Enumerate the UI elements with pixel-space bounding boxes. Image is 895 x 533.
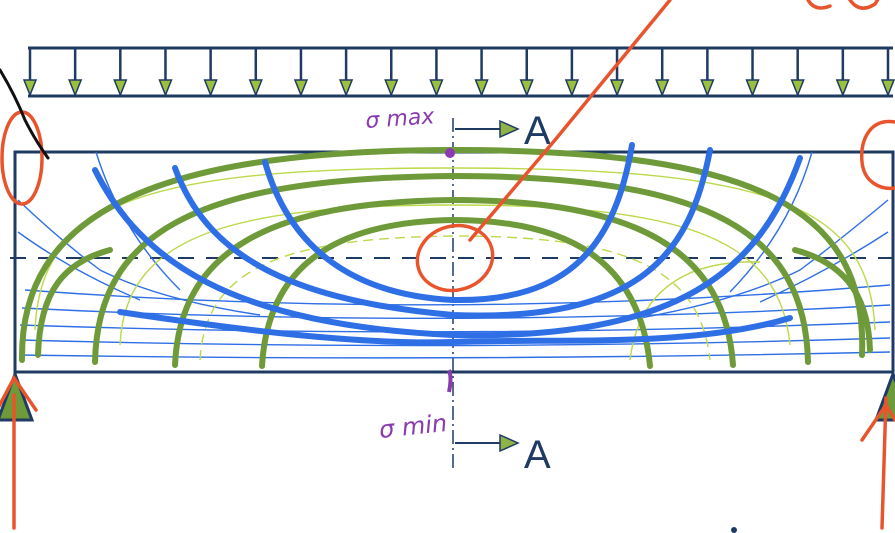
- compression-arch-2: [92, 172, 811, 365]
- thin-blue-left-2: [95, 151, 181, 291]
- right-reaction-arrowhead-icon: [860, 401, 895, 442]
- load-arrow-head-icon: [880, 79, 895, 98]
- black-stray-stroke: [0, 68, 50, 160]
- section-label-bottom: A: [524, 433, 551, 477]
- tension-curve-2: [172, 147, 713, 319]
- load-arrow-head-icon: [474, 79, 489, 98]
- distributed-load: [22, 46, 895, 98]
- load-arrow-head-icon: [22, 79, 38, 98]
- thin-blue-bottom-5: [24, 284, 891, 306]
- stray-dot: [731, 527, 737, 533]
- right-reaction-arrow: [880, 396, 888, 530]
- thin-green-arch-2: [119, 204, 791, 346]
- sigma-min-point: [447, 369, 453, 393]
- section-marker-bottom: A: [455, 433, 551, 477]
- load-arrow-head-icon: [700, 79, 715, 98]
- thin-blue-bottom-2: [19, 337, 891, 347]
- section-label-top: A: [524, 109, 551, 153]
- sigma-min-label: σ min: [378, 409, 449, 444]
- tension-trajectories: [92, 142, 803, 346]
- load-arrows: [22, 48, 895, 98]
- center-pointer-line: [468, 0, 672, 242]
- load-arrow-head-icon: [429, 79, 444, 98]
- tension-curve-1: [92, 155, 803, 339]
- sigma-max-label: σ max: [365, 104, 436, 134]
- right-corner-circle: [860, 119, 895, 191]
- load-arrow-head-icon: [609, 79, 625, 98]
- compression-inner-right-1: [792, 247, 873, 353]
- left-reaction-arrowhead-icon: [0, 374, 38, 412]
- load-arrow-head-icon: [564, 79, 580, 98]
- sigma-max-point: [445, 148, 455, 158]
- thin-blue-right-1: [639, 199, 889, 319]
- load-arrow-head-icon: [293, 79, 309, 98]
- load-arrow-head-icon: [384, 79, 399, 98]
- load-arrow-head-icon: [158, 79, 173, 98]
- compression-inner-left-1: [35, 247, 113, 358]
- load-arrow-head-icon: [519, 79, 534, 98]
- tension-bottom-wave: [117, 309, 793, 346]
- load-arrow-head-icon: [745, 79, 760, 98]
- left-corner-circle: [0, 110, 44, 206]
- load-arrow-head-icon: [68, 79, 83, 98]
- section-arrow-bottom-icon: [499, 433, 520, 453]
- load-arrow-head-icon: [113, 79, 128, 98]
- thin-blue-right-2: [729, 151, 813, 293]
- compression-arch-3: [172, 196, 736, 368]
- thin-trajectories: [17, 151, 891, 361]
- center-highlight-circle: [415, 223, 495, 293]
- thin-blue-left-1: [17, 199, 261, 316]
- section-marker-top: A: [455, 109, 551, 153]
- load-arrow-head-icon: [655, 79, 670, 98]
- load-arrow-head-icon: [790, 79, 805, 98]
- load-arrow-head-icon: [835, 79, 850, 98]
- load-arrow-head-icon: [248, 79, 263, 98]
- thin-green-arch-3: [199, 235, 711, 361]
- load-arrow-head-icon: [338, 79, 354, 98]
- tension-curve-3: [262, 142, 635, 304]
- top-right-scribble: [806, 0, 880, 10]
- load-arrow-head-icon: [203, 79, 218, 98]
- section-arrow-top-icon: [499, 119, 520, 139]
- thin-blue-bottom-1: [19, 351, 891, 359]
